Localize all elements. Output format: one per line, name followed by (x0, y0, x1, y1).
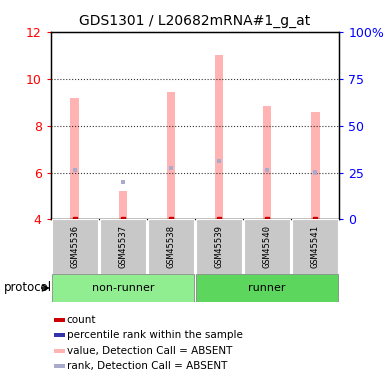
Bar (263, 106, 271, 219)
Text: GSM45541: GSM45541 (311, 225, 320, 268)
Bar (71, 98, 79, 219)
Bar (119, 191, 127, 219)
Bar (217, 159, 221, 163)
Bar (54, 364, 65, 368)
Text: GSM45539: GSM45539 (215, 225, 223, 268)
Bar (313, 170, 317, 175)
Text: percentile rank within the sample: percentile rank within the sample (67, 330, 243, 340)
Text: non-runner: non-runner (92, 283, 154, 293)
Bar (51, 219, 98, 274)
Text: value, Detection Call = ABSENT: value, Detection Call = ABSENT (67, 346, 232, 356)
Bar (148, 219, 194, 274)
Bar (244, 219, 290, 274)
Bar (54, 318, 65, 321)
Text: protocol: protocol (4, 282, 52, 294)
Bar (73, 168, 77, 172)
Text: GSM45536: GSM45536 (70, 225, 79, 268)
Bar (196, 274, 339, 302)
Bar (196, 219, 242, 274)
Text: GSM45537: GSM45537 (118, 225, 128, 268)
Bar (167, 92, 175, 219)
Bar (265, 168, 269, 172)
Bar (292, 219, 339, 274)
Text: GSM45538: GSM45538 (167, 225, 176, 268)
Text: rank, Detection Call = ABSENT: rank, Detection Call = ABSENT (67, 361, 227, 371)
Bar (169, 166, 173, 170)
Bar (121, 180, 125, 184)
Text: runner: runner (248, 283, 286, 293)
Bar (54, 333, 65, 337)
Bar (51, 274, 194, 302)
Text: count: count (67, 315, 96, 325)
Bar (311, 112, 319, 219)
Text: GSM45540: GSM45540 (262, 225, 272, 268)
Bar (54, 349, 65, 352)
Bar (215, 56, 223, 219)
Title: GDS1301 / L20682mRNA#1_g_at: GDS1301 / L20682mRNA#1_g_at (80, 14, 310, 28)
Bar (100, 219, 146, 274)
